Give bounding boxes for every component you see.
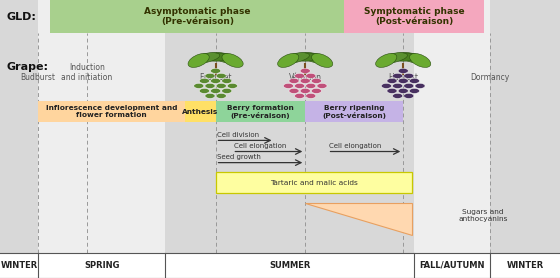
Text: GLD:: GLD: — [7, 12, 36, 22]
Text: Symptomatic phase
(Post-véraison): Symptomatic phase (Post-véraison) — [364, 7, 465, 26]
Circle shape — [398, 88, 408, 93]
Circle shape — [289, 88, 299, 93]
Circle shape — [398, 78, 408, 83]
Text: WINTER: WINTER — [506, 261, 544, 270]
Bar — [38, 0, 165, 278]
Bar — [0, 0, 38, 278]
Circle shape — [300, 78, 310, 83]
Circle shape — [415, 83, 425, 88]
Text: Sugars and
anthocyanins: Sugars and anthocyanins — [458, 209, 508, 222]
Circle shape — [311, 78, 321, 83]
Circle shape — [300, 88, 310, 93]
Ellipse shape — [188, 54, 209, 67]
Circle shape — [393, 93, 403, 98]
Circle shape — [199, 88, 209, 93]
Circle shape — [216, 93, 226, 98]
Circle shape — [311, 88, 321, 93]
Circle shape — [381, 83, 391, 88]
Text: Induction
and initiation: Induction and initiation — [61, 63, 113, 82]
Bar — [185, 101, 216, 122]
Circle shape — [404, 83, 414, 88]
Ellipse shape — [290, 53, 320, 61]
Circle shape — [398, 68, 408, 73]
Ellipse shape — [376, 54, 397, 67]
Bar — [490, 0, 560, 278]
Circle shape — [283, 83, 293, 88]
Circle shape — [211, 88, 221, 93]
Circle shape — [194, 83, 204, 88]
Text: Inflorescence development and
flower formation: Inflorescence development and flower for… — [46, 105, 177, 118]
Bar — [344, 0, 484, 33]
Text: Cell elongation: Cell elongation — [234, 143, 287, 149]
Text: Anthesis: Anthesis — [182, 109, 218, 115]
Circle shape — [317, 83, 327, 88]
Bar — [0, 253, 560, 278]
Text: Cell elongation: Cell elongation — [329, 143, 382, 149]
Text: Tartaric and malic acids: Tartaric and malic acids — [270, 180, 357, 186]
Ellipse shape — [278, 54, 299, 67]
Bar — [216, 172, 412, 193]
Ellipse shape — [192, 53, 220, 63]
Circle shape — [227, 83, 237, 88]
Text: SPRING: SPRING — [84, 261, 119, 270]
Ellipse shape — [388, 53, 418, 61]
Text: Véraison: Véraison — [289, 73, 321, 82]
Circle shape — [404, 73, 414, 78]
Text: Harvest: Harvest — [388, 73, 418, 82]
Circle shape — [387, 78, 397, 83]
Circle shape — [393, 83, 403, 88]
Circle shape — [409, 78, 419, 83]
Circle shape — [306, 83, 316, 88]
Ellipse shape — [301, 53, 329, 63]
Text: SUMMER: SUMMER — [269, 261, 310, 270]
Ellipse shape — [282, 53, 309, 63]
Circle shape — [387, 88, 397, 93]
Text: Budburst: Budburst — [21, 73, 55, 82]
Circle shape — [211, 78, 221, 83]
Bar — [50, 0, 344, 33]
Text: Dormancy: Dormancy — [470, 73, 510, 82]
Circle shape — [306, 73, 316, 78]
Circle shape — [409, 88, 419, 93]
Circle shape — [289, 78, 299, 83]
Text: Berry formation
(Pre-véraison): Berry formation (Pre-véraison) — [227, 105, 294, 119]
Circle shape — [205, 83, 215, 88]
Circle shape — [295, 83, 305, 88]
Text: WINTER: WINTER — [1, 261, 38, 270]
Circle shape — [216, 73, 226, 78]
Circle shape — [306, 93, 316, 98]
Text: Fruit set: Fruit set — [200, 73, 231, 82]
Circle shape — [300, 68, 310, 73]
Circle shape — [216, 83, 226, 88]
Bar — [414, 0, 490, 278]
Circle shape — [222, 78, 232, 83]
Text: FALL/AUTUMN: FALL/AUTUMN — [419, 261, 485, 270]
Text: Grape:: Grape: — [7, 62, 49, 72]
Bar — [38, 101, 185, 122]
Bar — [216, 101, 305, 122]
Ellipse shape — [200, 53, 231, 61]
Text: Cell division: Cell division — [217, 132, 259, 138]
Bar — [305, 101, 403, 122]
Text: Seed growth: Seed growth — [217, 154, 261, 160]
Bar — [165, 0, 414, 278]
Ellipse shape — [399, 53, 427, 63]
Ellipse shape — [409, 54, 431, 67]
Circle shape — [211, 68, 221, 73]
Text: Asymptomatic phase
(Pre-véraison): Asymptomatic phase (Pre-véraison) — [144, 7, 251, 26]
Ellipse shape — [380, 53, 407, 63]
Text: Berry ripening
(Post-véraison): Berry ripening (Post-véraison) — [322, 105, 386, 119]
Circle shape — [404, 93, 414, 98]
Ellipse shape — [212, 53, 239, 63]
Ellipse shape — [222, 54, 243, 67]
Circle shape — [295, 73, 305, 78]
Polygon shape — [305, 203, 412, 235]
Circle shape — [393, 73, 403, 78]
Circle shape — [295, 93, 305, 98]
Circle shape — [199, 78, 209, 83]
Ellipse shape — [311, 54, 333, 67]
Circle shape — [205, 93, 215, 98]
Circle shape — [222, 88, 232, 93]
Circle shape — [205, 73, 215, 78]
